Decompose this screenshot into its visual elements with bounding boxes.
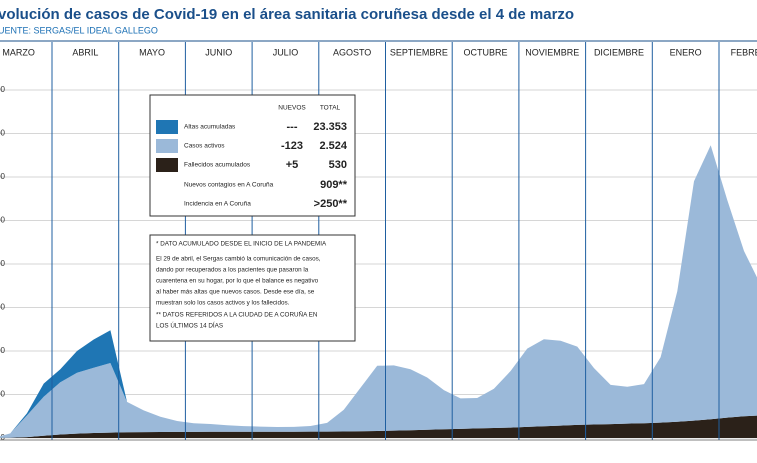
area bbox=[0, 415, 757, 438]
note-line: * DATO ACUMULADO DESDE EL INICIO DE LA P… bbox=[156, 241, 327, 248]
legend-extra-value: 909** bbox=[320, 179, 348, 191]
legend-total: 23.353 bbox=[313, 121, 347, 133]
notes-box bbox=[149, 234, 356, 342]
legend: NUEVOS TOTAL Altas acumuladas --- 23.353 Caso… bbox=[149, 94, 356, 217]
legend-swatch bbox=[156, 158, 178, 172]
overlay: MARZO ABRIL MAYO JUNIO JULIO AGOSTO SEPTIEMBRE… bbox=[0, 42, 757, 441]
x-tick-label: MARZO bbox=[2, 47, 35, 57]
legend-header: TOTAL bbox=[320, 105, 341, 112]
x-tick-label: FEBRERO bbox=[731, 47, 757, 57]
legend-label: Casos activos bbox=[184, 143, 225, 150]
note-line: dando por recuperados a los pacientes qu… bbox=[156, 267, 309, 274]
note-line: El 29 de abril, el Sergas cambió la comu… bbox=[156, 256, 321, 263]
y-tick-label: 7.000 bbox=[0, 129, 6, 138]
source: UENTE: SERGAS/EL IDEAL GALLEGO bbox=[0, 25, 158, 35]
x-tick-label: SEPTIEMBRE bbox=[390, 47, 448, 57]
x-tick-label: DICIEMBRE bbox=[594, 47, 644, 57]
legend-extra-label: Nuevos contagios en A Coruña bbox=[184, 182, 274, 189]
legend-box bbox=[149, 94, 356, 217]
legend-new: +5 bbox=[286, 159, 299, 171]
notes: * DATO ACUMULADO DESDE EL INICIO DE LA P… bbox=[149, 234, 356, 342]
legend-header: NUEVOS bbox=[278, 105, 306, 112]
x-tick-label: AGOSTO bbox=[333, 47, 371, 57]
y-tick-label: 6.000 bbox=[0, 172, 6, 181]
y-tick-label: 8.000 bbox=[0, 85, 6, 94]
note-line: cuarentena en su hogar, por lo que el ba… bbox=[156, 278, 319, 285]
y-tick-label: 3.000 bbox=[0, 303, 6, 312]
plot: 01.0002.0003.0004.0005.0006.0007.0008.00… bbox=[0, 85, 757, 442]
legend-new: -123 bbox=[281, 140, 303, 152]
chart-title: volución de casos de Covid-19 en el área… bbox=[0, 6, 574, 23]
x-tick-label: ABRIL bbox=[72, 47, 98, 57]
y-tick-label: 5.000 bbox=[0, 216, 6, 225]
note-line: LOS ÚLTIMOS 14 DÍAS bbox=[156, 321, 223, 330]
note-line: muestran solo los casos activos y los fa… bbox=[156, 300, 290, 307]
legend-label: Altas acumuladas bbox=[184, 124, 236, 131]
x-tick-label: JUNIO bbox=[205, 47, 232, 57]
area bbox=[0, 145, 757, 438]
legend-extra-value: >250** bbox=[314, 198, 348, 210]
legend-total: 2.524 bbox=[319, 140, 347, 152]
y-tick-label: 4.000 bbox=[0, 259, 6, 268]
legend-swatch bbox=[156, 120, 178, 134]
x-tick-label: MAYO bbox=[139, 47, 165, 57]
legend-swatch bbox=[156, 139, 178, 153]
legend-new: --- bbox=[287, 121, 298, 133]
x-tick-label: JULIO bbox=[273, 47, 299, 57]
y-tick-label: 1.000 bbox=[0, 390, 6, 399]
y-tick-label: 2.000 bbox=[0, 346, 6, 355]
legend-label: Fallecidos acumulados bbox=[184, 162, 251, 169]
note-line: ** DATOS REFERIDOS A LA CIUDAD DE A CORU… bbox=[156, 310, 318, 319]
x-tick-label: OCTUBRE bbox=[464, 47, 508, 57]
x-tick-label: NOVIEMBRE bbox=[525, 47, 579, 57]
legend-extra-label: Incidencia en A Coruña bbox=[184, 201, 251, 208]
x-tick-label: ENERO bbox=[670, 47, 702, 57]
note-line: al haber más altas que nuevos casos. Des… bbox=[156, 289, 315, 296]
legend-total: 530 bbox=[329, 159, 347, 171]
